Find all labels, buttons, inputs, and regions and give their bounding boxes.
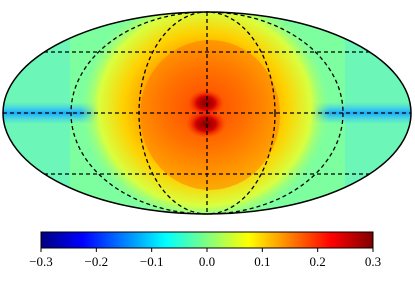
tick-label: −0.3 xyxy=(29,254,53,269)
tick-label: 0.0 xyxy=(199,254,215,269)
colorbar: −0.3 −0.2 −0.1 0.0 0.1 0.2 0.3 xyxy=(29,231,381,269)
tick-label: 0.3 xyxy=(365,254,381,269)
map-outline xyxy=(2,11,412,215)
tick-label: −0.1 xyxy=(140,254,164,269)
sky-map xyxy=(3,12,411,214)
tick-label: 0.2 xyxy=(310,254,326,269)
tick-label: −0.2 xyxy=(85,254,109,269)
colorbar-fill xyxy=(40,231,374,249)
tick-label: 0.1 xyxy=(254,254,270,269)
